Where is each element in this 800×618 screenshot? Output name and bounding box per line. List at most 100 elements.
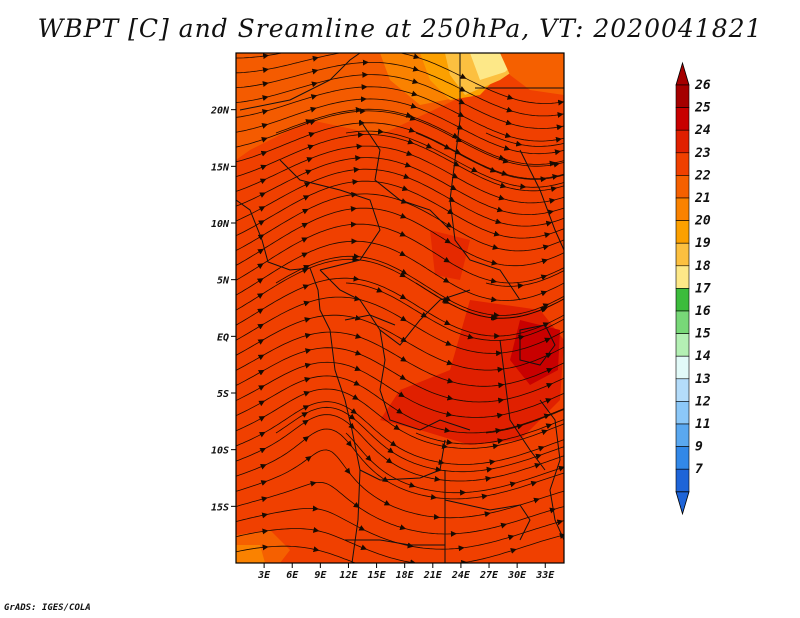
- streamline-arrow: [413, 53, 420, 60]
- streamline-arrow: [260, 480, 268, 486]
- streamline-arrow: [387, 447, 394, 454]
- colorbar-swatch: [675, 288, 690, 312]
- colorbar-swatch: [675, 107, 690, 131]
- border-east-2: [519, 149, 564, 251]
- wbpt-zone-21-southwest: [236, 545, 265, 563]
- streamline-arrow: [502, 157, 510, 164]
- streamline: [236, 122, 564, 179]
- streamline-arrow: [530, 480, 538, 487]
- lon-tick-label: 15E: [368, 570, 387, 581]
- colorbar-swatch: [675, 378, 690, 402]
- streamlines: [236, 53, 564, 563]
- streamline-arrow: [541, 258, 549, 265]
- colorbar-label: 11: [695, 417, 711, 432]
- streamline-arrow: [302, 419, 309, 426]
- colorbar-label: 23: [694, 146, 711, 161]
- streamline-arrow: [259, 463, 267, 470]
- streamline-arrow: [498, 194, 505, 201]
- rift-lakes: [499, 339, 546, 471]
- border-south-1: [359, 439, 446, 481]
- country-borders: [236, 53, 564, 563]
- streamline-arrow: [542, 244, 550, 251]
- streamline-arrow: [545, 398, 552, 404]
- streamline: [236, 193, 564, 252]
- streamline: [236, 240, 564, 301]
- streamline-arrow: [302, 195, 310, 201]
- streamline: [415, 418, 564, 445]
- streamline-arrow: [546, 367, 553, 374]
- streamline-arrow: [550, 186, 558, 192]
- streamline-arrow: [542, 303, 550, 309]
- colorbar: 26 25 24 23 22 21 20 19 18 17 16 15 14 13 12 11 9 7: [675, 61, 711, 516]
- streamline-arrow: [305, 169, 312, 176]
- streamline-arrow: [533, 497, 540, 504]
- streamline-arrow: [406, 150, 413, 157]
- streamline-arrow: [305, 119, 312, 125]
- streamline-arrow: [442, 277, 450, 283]
- streamline-arrow: [262, 81, 269, 88]
- streamline-arrow: [262, 67, 269, 74]
- colorbar-label: 26: [694, 78, 711, 93]
- streamline-arrow: [399, 231, 407, 237]
- streamline-arrow: [545, 423, 553, 430]
- streamline-arrow: [409, 115, 417, 121]
- streamline-arrow: [545, 220, 553, 227]
- streamline-arrow: [555, 136, 562, 143]
- colorbar-label: 16: [695, 304, 711, 319]
- streamline-arrow: [258, 400, 266, 407]
- streamline: [485, 132, 564, 147]
- streamline-arrow: [355, 333, 362, 339]
- streamline-arrow: [443, 143, 451, 150]
- streamline: [236, 134, 564, 192]
- streamline-arrow: [492, 443, 499, 450]
- colorbar-label: 19: [695, 236, 711, 251]
- streamline-arrow: [261, 123, 269, 129]
- colorbar-swatch: [675, 175, 690, 199]
- streamline-arrow: [515, 140, 523, 147]
- streamline-arrow: [495, 218, 502, 225]
- streamline-arrow: [365, 454, 372, 462]
- streamline-arrow: [445, 221, 453, 228]
- colorbar-bottom-arrow: [675, 491, 690, 516]
- lon-tick-label: 3E: [257, 570, 271, 581]
- streamline-arrow: [410, 102, 418, 109]
- streamline-arrow: [425, 142, 433, 149]
- streamline-arrow: [344, 467, 351, 475]
- streamline: [485, 408, 564, 434]
- streamline-arrow: [496, 412, 504, 419]
- streamline-arrow: [486, 466, 493, 473]
- streamline-arrow: [505, 119, 513, 126]
- streamline-arrow: [259, 447, 267, 454]
- colorbar-swatch: [675, 423, 690, 447]
- streamline-arrow: [393, 424, 401, 431]
- border-central-2: [379, 329, 471, 431]
- streamline-arrow: [504, 132, 512, 139]
- streamline-arrow: [407, 138, 414, 145]
- streamline-arrow: [348, 413, 356, 420]
- streamline-arrow: [257, 339, 265, 345]
- streamline-arrow: [510, 548, 517, 554]
- streamline-arrow: [537, 445, 545, 452]
- colorbar-label: 13: [695, 372, 711, 387]
- streamline-arrow: [399, 271, 407, 278]
- streamline-arrow: [257, 323, 265, 330]
- colorbar-label: 22: [694, 168, 711, 183]
- streamline: [236, 277, 564, 337]
- streamline-arrow: [361, 562, 368, 563]
- lat-tick-label: 5S: [217, 389, 229, 400]
- streamline-arrow: [545, 382, 553, 389]
- streamline-arrow: [350, 408, 358, 415]
- streamline-arrow: [310, 480, 317, 487]
- streamline-arrow: [385, 457, 393, 464]
- streamline-arrow: [447, 208, 454, 215]
- colorbar-label: 7: [695, 462, 703, 477]
- colorbar-swatch: [675, 84, 690, 108]
- streamline-arrow: [257, 308, 264, 315]
- lon-tick-label: 6E: [286, 570, 299, 581]
- streamline-arrow: [404, 161, 412, 168]
- streamline-arrow: [262, 95, 269, 101]
- colorbar-swatch: [675, 220, 690, 244]
- colorbar-swatch: [675, 446, 690, 470]
- streamline-arrow: [358, 525, 366, 531]
